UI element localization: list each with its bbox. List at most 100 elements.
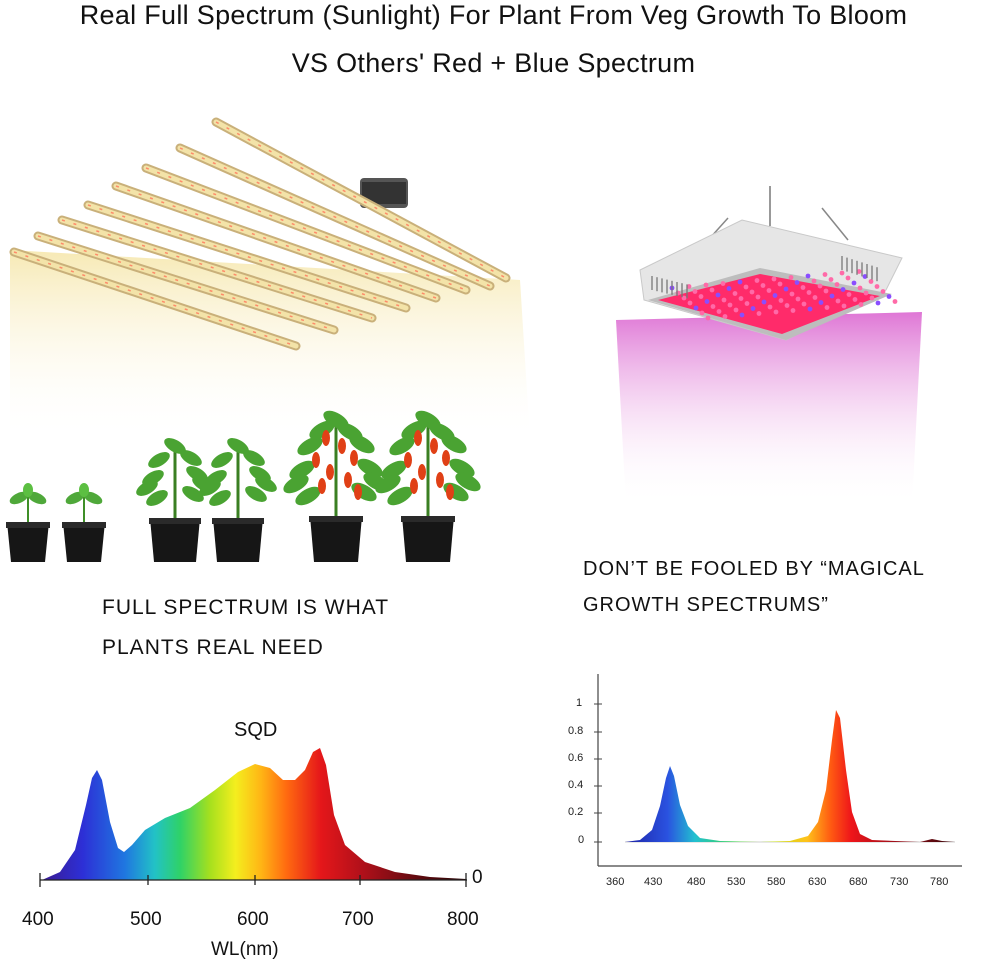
red-blue-spectrum-curve: [625, 710, 955, 842]
pepper-fruit: [318, 478, 326, 494]
x-tick-480: 480: [687, 876, 706, 888]
pepper-fruit: [418, 464, 426, 480]
heading-line-1: Real Full Spectrum (Sunlight) For Plant …: [79, 0, 908, 30]
leaf: [295, 486, 321, 506]
leaf: [27, 491, 47, 505]
led-dot: [829, 293, 835, 299]
leaf: [389, 436, 415, 456]
y-tick-0: 0: [578, 834, 585, 846]
leaf: [309, 420, 335, 440]
led-dot: [823, 288, 829, 294]
led-dot: [777, 281, 783, 287]
led-dot: [761, 299, 767, 305]
led-dot: [681, 295, 687, 301]
y-tick-0.8: 0.8: [568, 725, 584, 737]
leaf: [429, 422, 455, 442]
led-dot: [839, 270, 845, 276]
pepper-fruit: [404, 452, 412, 468]
led-dot: [822, 272, 828, 277]
pepper-fruit: [430, 438, 438, 454]
led-dot: [852, 297, 858, 302]
led-dot: [840, 287, 846, 292]
led-dot: [698, 294, 704, 299]
led-dot: [789, 291, 795, 297]
led-dot: [766, 288, 772, 293]
leaf: [357, 458, 383, 478]
sqd-spectrum-curve: [42, 748, 466, 880]
led-dot: [704, 299, 710, 304]
led-dot: [686, 284, 692, 289]
leaf: [255, 476, 277, 492]
pepper-fruit: [326, 464, 334, 480]
led-dot: [817, 283, 823, 289]
leaf: [381, 460, 407, 480]
led-dot: [818, 300, 824, 305]
led-dot: [732, 291, 738, 296]
plant-pot: [63, 522, 105, 562]
left-caption-line-2: PLANTS REAL NEED: [102, 636, 324, 659]
led-dot: [807, 306, 813, 312]
pink-light-beam: [616, 312, 922, 505]
leaf: [227, 438, 249, 454]
led-dot: [800, 285, 806, 290]
pepper-fruit: [436, 472, 444, 488]
y-tick-0.4: 0.4: [568, 779, 584, 791]
led-dot: [771, 276, 777, 282]
led-dot: [862, 274, 868, 279]
heading-line-2: VS Others' Red + Blue Spectrum: [291, 48, 696, 78]
leaf: [375, 474, 401, 494]
led-dot: [760, 283, 766, 288]
led-dot: [721, 297, 727, 303]
led-dot: [886, 294, 892, 299]
x-tick-580: 580: [767, 876, 786, 888]
pepper-fruit: [410, 478, 418, 494]
x-tick-500: 500: [130, 909, 162, 930]
led-dot: [857, 285, 863, 291]
x-tick-360: 360: [606, 876, 625, 888]
led-dot: [709, 287, 715, 293]
leaf: [243, 450, 265, 466]
led-dot: [841, 303, 847, 309]
y-tick-1: 1: [576, 697, 583, 709]
led-dot: [710, 304, 716, 309]
x-tick-430: 430: [644, 876, 663, 888]
led-dot: [845, 275, 851, 281]
bar-grow-light: [9, 117, 511, 351]
led-dot: [801, 301, 807, 307]
leaf: [209, 490, 231, 506]
led-dot: [778, 298, 784, 303]
led-dot: [824, 305, 830, 310]
sqd-label: SQD: [234, 719, 278, 741]
y-tick-0.2: 0.2: [568, 806, 584, 818]
led-dot: [834, 282, 840, 287]
pepper-fruit: [354, 484, 362, 500]
pepper-fruit: [322, 430, 330, 446]
led-dot: [856, 269, 862, 274]
x-tick-400: 400: [22, 909, 54, 930]
leaf: [337, 422, 363, 442]
leaf: [455, 472, 481, 492]
led-dot: [749, 289, 755, 295]
leaf: [199, 480, 221, 496]
led-dot: [733, 307, 739, 313]
pepper-fruit: [312, 452, 320, 468]
y-tick-0.6: 0.6: [568, 752, 584, 764]
plant-pot: [213, 518, 263, 562]
led-dot: [726, 286, 732, 291]
x-tick-700: 700: [342, 909, 374, 930]
led-dot: [699, 310, 705, 316]
led-dot: [788, 275, 794, 280]
plant-pot: [402, 516, 454, 562]
led-dot: [875, 300, 881, 306]
red-blue-panel-light: [616, 186, 922, 505]
led-dot: [794, 280, 800, 285]
leaf: [146, 490, 168, 506]
led-dot: [868, 279, 874, 284]
leaf: [289, 460, 315, 480]
led-dot: [755, 294, 761, 300]
light-bars: [9, 117, 511, 351]
led-dot: [806, 290, 812, 295]
leaf: [401, 420, 427, 440]
x-tick-680: 680: [849, 876, 868, 888]
leaf: [283, 474, 309, 494]
